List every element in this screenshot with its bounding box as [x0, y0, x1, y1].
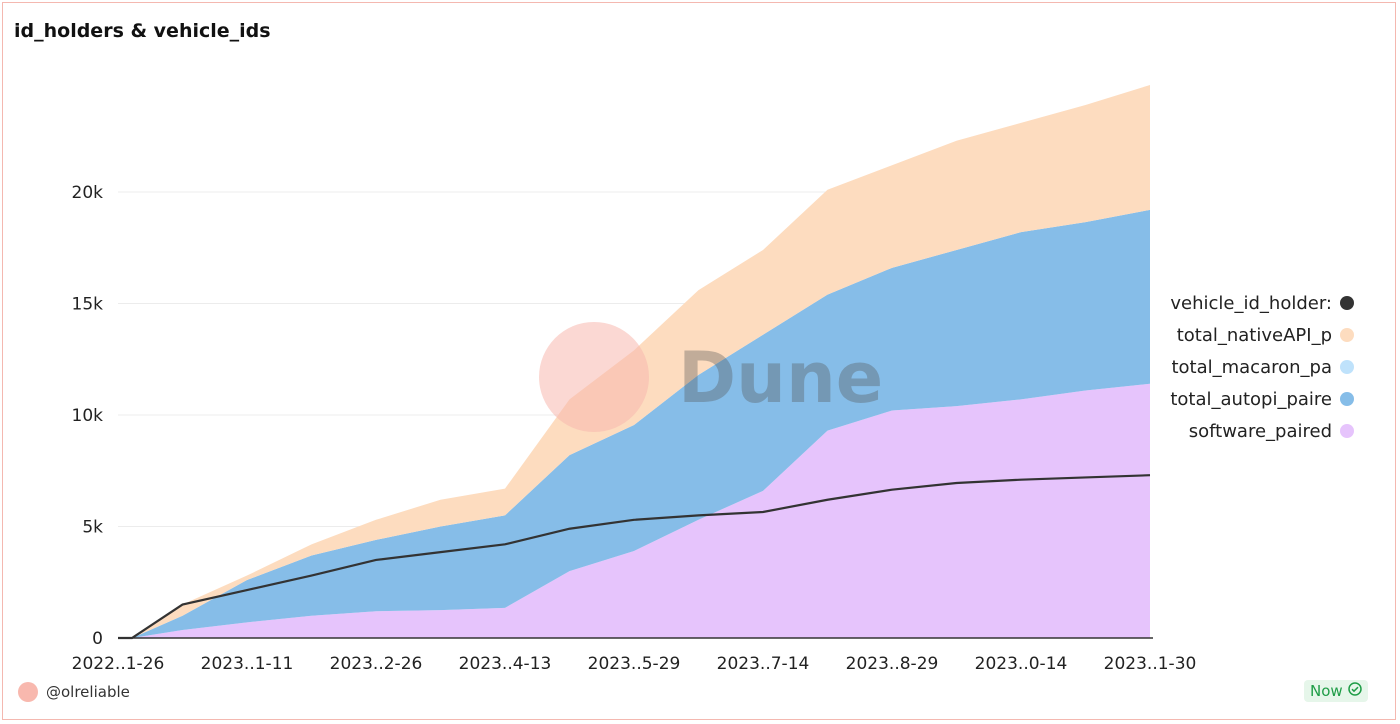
- x-tick-label: 2023..7-14: [717, 654, 810, 674]
- x-tick-label: 2022..1-26: [72, 654, 165, 674]
- area-total_autopi_paired: [118, 209, 1150, 638]
- area-software_paired: [118, 383, 1150, 638]
- y-tick-label: 10k: [72, 406, 104, 426]
- y-tick-label: 20k: [72, 183, 104, 203]
- legend-swatch: [1340, 424, 1354, 438]
- legend-item[interactable]: total_macaron_pa: [1160, 351, 1370, 383]
- legend-label: total_macaron_pa: [1171, 356, 1332, 378]
- y-tick-label: 15k: [72, 295, 104, 315]
- x-tick-label: 2023..0-14: [975, 654, 1068, 674]
- dune-logo-circle: [539, 322, 649, 432]
- y-tick-label: 0: [92, 629, 103, 649]
- author[interactable]: @olreliable: [18, 682, 130, 702]
- x-tick-label: 2023..2-26: [330, 654, 423, 674]
- x-tick-label: 2023..1-11: [201, 654, 294, 674]
- legend-label: total_autopi_paire: [1170, 388, 1332, 410]
- legend-swatch: [1340, 360, 1354, 374]
- legend-item[interactable]: software_paired: [1160, 415, 1370, 447]
- author-avatar: [18, 682, 38, 702]
- legend-swatch: [1340, 296, 1354, 310]
- author-name: @olreliable: [46, 683, 130, 701]
- dune-watermark: Dune: [678, 337, 883, 419]
- status-text: Now: [1310, 682, 1343, 700]
- y-tick-label: 5k: [82, 518, 103, 538]
- legend-label: vehicle_id_holder:: [1170, 292, 1332, 314]
- x-tick-label: 2023..5-29: [588, 654, 681, 674]
- status-badge: Now: [1304, 680, 1368, 702]
- chart-title: id_holders & vehicle_ids: [14, 20, 271, 42]
- legend-item[interactable]: total_nativeAPI_p: [1160, 319, 1370, 351]
- line-vehicle_id_holders: [118, 474, 1151, 640]
- legend-label: total_nativeAPI_p: [1176, 324, 1332, 346]
- legend-swatch: [1340, 328, 1354, 342]
- legend-item[interactable]: vehicle_id_holder:: [1160, 287, 1370, 319]
- legend-swatch: [1340, 392, 1354, 406]
- check-circle-icon: [1347, 682, 1362, 700]
- x-tick-label: 2023..8-29: [846, 654, 939, 674]
- legend-item[interactable]: total_autopi_paire: [1160, 383, 1370, 415]
- legend-label: software_paired: [1188, 420, 1332, 442]
- x-tick-label: 2023..1-30: [1104, 654, 1197, 674]
- x-tick-label: 2023..4-13: [459, 654, 552, 674]
